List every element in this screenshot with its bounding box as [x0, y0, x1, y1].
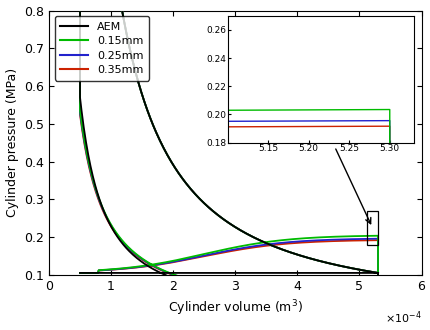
Text: $\times10^{-4}$: $\times10^{-4}$ — [384, 309, 421, 326]
Y-axis label: Cylinder pressure (MPa): Cylinder pressure (MPa) — [6, 68, 18, 217]
Legend: AEM, 0.15mm, 0.25mm, 0.35mm: AEM, 0.15mm, 0.25mm, 0.35mm — [55, 16, 148, 81]
X-axis label: Cylinder volume (m$^3$): Cylinder volume (m$^3$) — [167, 298, 302, 318]
Bar — [366, 211, 377, 245]
